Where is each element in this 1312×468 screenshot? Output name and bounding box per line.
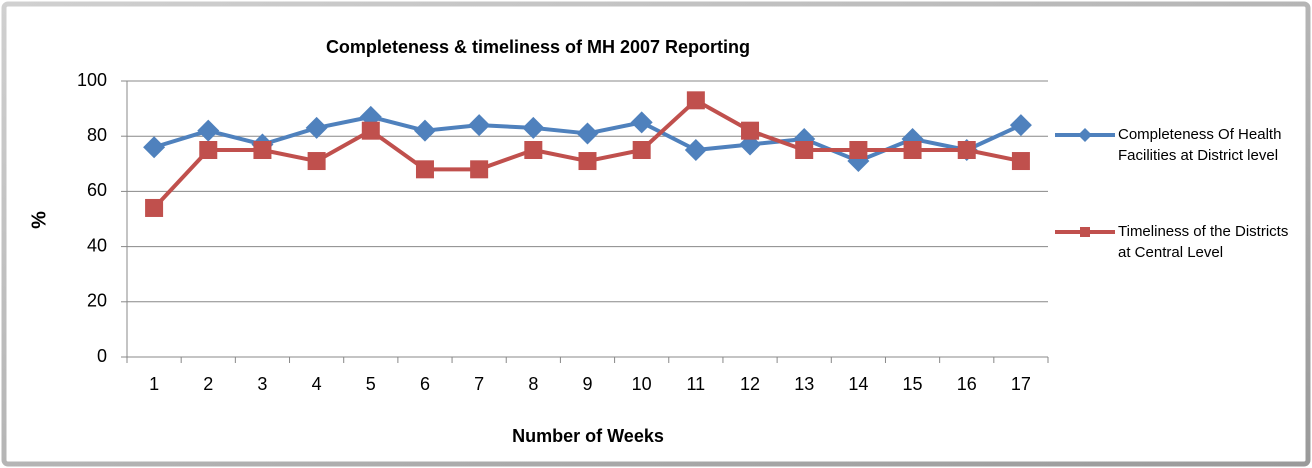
- y-tick-label: 40: [87, 235, 107, 255]
- y-tick-label: 100: [77, 70, 107, 90]
- diamond-marker: [468, 114, 491, 137]
- legend-label: Completeness Of Health Facilities at Dis…: [1118, 126, 1282, 164]
- x-tick-label: 2: [203, 374, 213, 394]
- y-tick-label: 20: [87, 291, 107, 311]
- x-tick-label: 1: [149, 374, 159, 394]
- square-marker: [686, 91, 705, 110]
- diamond-marker: [143, 136, 166, 159]
- x-tick-label: 10: [632, 374, 652, 394]
- x-tick-label: 15: [903, 374, 923, 394]
- x-tick-label: 16: [957, 374, 977, 394]
- x-tick-label: 5: [366, 374, 376, 394]
- diamond-marker: [576, 122, 599, 145]
- x-tick-label: 8: [528, 374, 538, 394]
- square-marker: [253, 141, 272, 159]
- y-tick-label: 60: [87, 180, 107, 200]
- square-marker: [415, 160, 434, 179]
- x-tick-label: 12: [740, 374, 760, 394]
- diamond-marker: [1009, 114, 1032, 137]
- square-marker: [361, 121, 380, 140]
- square-marker: [795, 141, 814, 159]
- square-marker: [849, 141, 868, 159]
- x-tick-label: 13: [794, 374, 814, 394]
- square-marker: [578, 152, 597, 171]
- diamond-marker: [522, 116, 545, 139]
- x-tick-label: 4: [312, 374, 322, 394]
- y-axis-label: %: [28, 211, 50, 229]
- diamond-marker: [197, 119, 220, 142]
- diamond-marker: [1078, 128, 1092, 142]
- square-marker: [741, 121, 760, 140]
- square-marker: [957, 141, 976, 159]
- square-marker: [199, 141, 218, 159]
- square-marker: [1011, 152, 1030, 171]
- square-marker: [470, 160, 489, 179]
- square-marker: [903, 141, 922, 159]
- diamond-marker: [630, 111, 653, 134]
- x-axis-label: Number of Weeks: [512, 426, 664, 446]
- x-tick-label: 6: [420, 374, 430, 394]
- x-tick-label: 9: [582, 374, 592, 394]
- x-tick-label: 3: [257, 374, 267, 394]
- square-marker: [1080, 227, 1090, 237]
- x-tick-label: 17: [1011, 374, 1031, 394]
- x-tick-label: 14: [848, 374, 868, 394]
- legend-label: Timeliness of the Districts at Central L…: [1118, 223, 1289, 261]
- x-tick-label: 11: [687, 374, 706, 394]
- diamond-marker: [305, 116, 328, 139]
- y-tick-label: 80: [87, 125, 107, 145]
- square-marker: [307, 152, 326, 171]
- x-tick-label: 7: [474, 374, 484, 394]
- y-tick-label: 0: [97, 346, 107, 366]
- square-marker: [145, 198, 164, 217]
- diamond-marker: [413, 119, 436, 142]
- square-marker: [632, 141, 651, 159]
- square-marker: [524, 141, 543, 159]
- chart-title: Completeness & timeliness of MH 2007 Rep…: [326, 37, 750, 57]
- diamond-marker: [684, 139, 707, 161]
